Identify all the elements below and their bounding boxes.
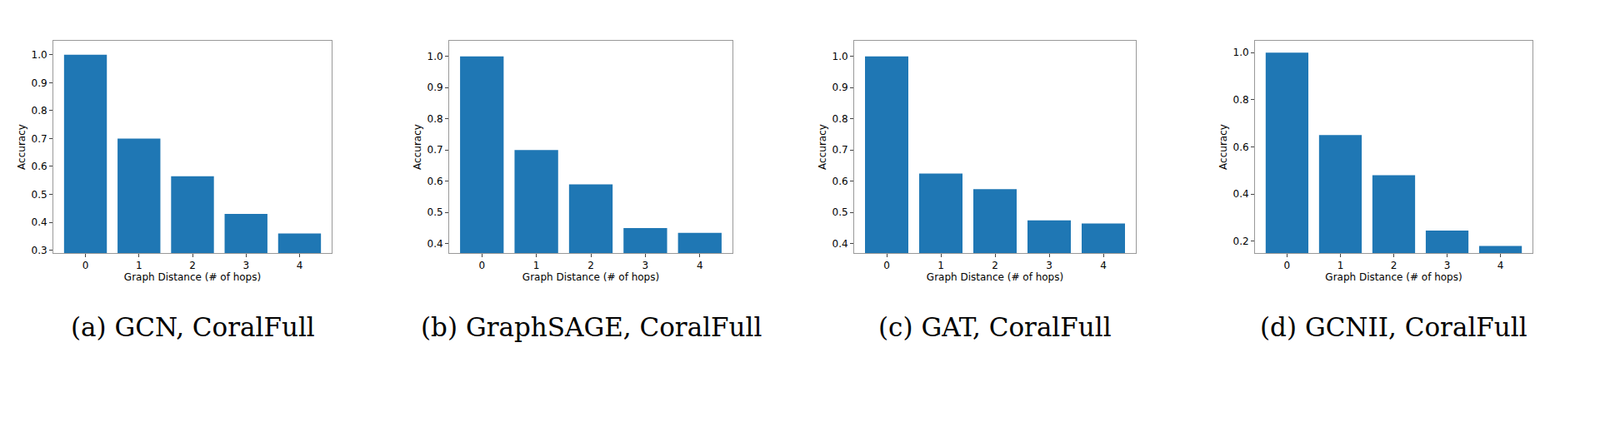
svg-text:4: 4 bbox=[296, 260, 304, 272]
svg-text:0.6: 0.6 bbox=[31, 160, 48, 173]
svg-text:0: 0 bbox=[1284, 260, 1291, 272]
svg-text:4: 4 bbox=[696, 260, 704, 272]
svg-text:0.7: 0.7 bbox=[427, 144, 444, 156]
svg-text:(b) GraphSAGE, CoralFull: (b) GraphSAGE, CoralFull bbox=[420, 312, 762, 343]
svg-text:0.6: 0.6 bbox=[427, 175, 444, 188]
svg-text:0.5: 0.5 bbox=[832, 206, 849, 219]
svg-text:4: 4 bbox=[1497, 260, 1505, 272]
svg-text:0.9: 0.9 bbox=[31, 77, 48, 90]
svg-text:Accuracy: Accuracy bbox=[1217, 124, 1230, 170]
svg-text:(c) GAT, CoralFull: (c) GAT, CoralFull bbox=[878, 312, 1112, 343]
svg-text:0.5: 0.5 bbox=[427, 206, 444, 219]
svg-text:0.9: 0.9 bbox=[832, 81, 849, 94]
svg-text:2: 2 bbox=[1390, 260, 1398, 272]
svg-text:Graph Distance (# of hops): Graph Distance (# of hops) bbox=[124, 271, 261, 284]
svg-text:0.4: 0.4 bbox=[427, 238, 444, 250]
svg-text:0.7: 0.7 bbox=[832, 144, 849, 156]
svg-text:3: 3 bbox=[642, 260, 650, 272]
svg-text:0.8: 0.8 bbox=[832, 113, 849, 125]
svg-text:(d) GCNII, CoralFull: (d) GCNII, CoralFull bbox=[1260, 312, 1528, 343]
svg-text:Graph Distance (# of hops): Graph Distance (# of hops) bbox=[522, 271, 660, 284]
svg-text:2: 2 bbox=[991, 260, 999, 272]
svg-text:3: 3 bbox=[1444, 260, 1451, 272]
svg-text:0.4: 0.4 bbox=[1233, 188, 1250, 200]
svg-text:1: 1 bbox=[533, 260, 540, 272]
svg-text:Graph Distance (# of hops): Graph Distance (# of hops) bbox=[926, 271, 1064, 284]
svg-text:4: 4 bbox=[1100, 260, 1107, 272]
svg-text:0.4: 0.4 bbox=[31, 216, 48, 229]
svg-text:0.6: 0.6 bbox=[1233, 141, 1250, 154]
svg-text:Accuracy: Accuracy bbox=[816, 124, 829, 170]
svg-text:0.6: 0.6 bbox=[832, 175, 849, 188]
svg-text:0.8: 0.8 bbox=[1233, 94, 1250, 106]
svg-text:3: 3 bbox=[242, 260, 250, 272]
svg-text:0: 0 bbox=[82, 260, 90, 272]
svg-text:Accuracy: Accuracy bbox=[411, 124, 424, 170]
svg-text:1.0: 1.0 bbox=[31, 49, 48, 61]
svg-text:1: 1 bbox=[1337, 260, 1345, 272]
svg-text:0.3: 0.3 bbox=[31, 245, 48, 257]
svg-text:1.0: 1.0 bbox=[1233, 46, 1250, 59]
svg-text:0: 0 bbox=[478, 260, 485, 272]
svg-text:1.0: 1.0 bbox=[427, 50, 444, 63]
svg-text:1: 1 bbox=[937, 260, 945, 272]
svg-text:0.7: 0.7 bbox=[31, 133, 48, 145]
svg-text:Accuracy: Accuracy bbox=[15, 124, 28, 170]
svg-text:0.2: 0.2 bbox=[1233, 235, 1250, 248]
svg-text:2: 2 bbox=[587, 260, 595, 272]
svg-text:0.5: 0.5 bbox=[31, 189, 48, 201]
svg-text:0.9: 0.9 bbox=[427, 81, 444, 94]
svg-text:(a) GCN, CoralFull: (a) GCN, CoralFull bbox=[70, 312, 315, 343]
svg-text:0.8: 0.8 bbox=[427, 113, 444, 125]
svg-text:0.8: 0.8 bbox=[31, 105, 48, 117]
svg-text:0.4: 0.4 bbox=[832, 238, 849, 250]
svg-text:3: 3 bbox=[1045, 260, 1053, 272]
svg-text:0: 0 bbox=[883, 260, 890, 272]
svg-text:1: 1 bbox=[135, 260, 143, 272]
svg-text:Graph Distance (# of hops): Graph Distance (# of hops) bbox=[1325, 271, 1462, 284]
svg-text:1.0: 1.0 bbox=[832, 50, 849, 63]
svg-text:2: 2 bbox=[189, 260, 196, 272]
